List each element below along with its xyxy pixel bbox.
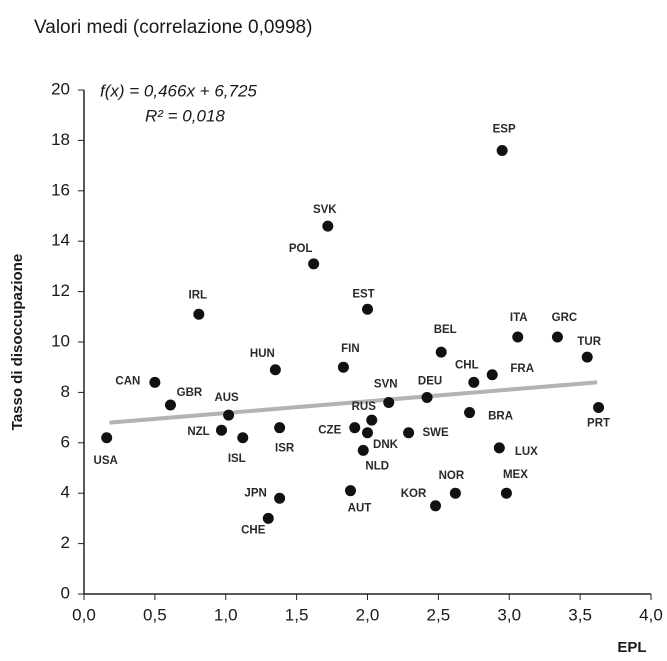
chart-title: Valori medi (correlazione 0,0998)	[34, 17, 312, 38]
y-tick-label: 10	[51, 331, 70, 350]
point	[362, 303, 373, 315]
point	[193, 308, 205, 320]
point	[421, 391, 433, 403]
point	[430, 500, 442, 512]
point-label: BEL	[434, 324, 457, 336]
point-label: AUS	[214, 392, 239, 404]
point-label: ISR	[275, 443, 295, 455]
point-label: TUR	[577, 336, 601, 348]
point-label: IRL	[189, 289, 208, 301]
point	[274, 492, 286, 504]
x-axis-label: EPL	[617, 639, 646, 656]
point	[274, 422, 286, 434]
point	[308, 258, 320, 270]
point-label: NZL	[187, 426, 209, 438]
point	[449, 487, 461, 499]
y-tick-label: 14	[51, 231, 70, 250]
y-tick-label: 6	[61, 432, 70, 451]
y-tick-label: 0	[61, 583, 70, 602]
point-label: DNK	[373, 439, 399, 451]
trend-line	[109, 380, 598, 425]
r-squared: R² = 0,018	[145, 106, 225, 125]
point	[237, 432, 249, 444]
point	[551, 331, 563, 343]
y-tick-label: 4	[61, 483, 70, 502]
point	[349, 422, 361, 434]
point-label: AUT	[348, 503, 372, 515]
point	[496, 144, 508, 156]
point	[512, 331, 524, 343]
point-label: NLD	[365, 460, 389, 472]
x-tick-label: 3,0	[497, 605, 521, 624]
point	[101, 432, 113, 444]
point	[383, 396, 395, 408]
y-tick-label: 2	[61, 533, 70, 552]
point	[269, 364, 281, 376]
point	[357, 444, 369, 456]
point	[366, 414, 378, 426]
x-tick-label: 4,0	[639, 605, 663, 624]
point-label: LUX	[515, 446, 538, 458]
point	[500, 487, 512, 499]
x-tick-label: 3,5	[568, 605, 592, 624]
point	[493, 442, 505, 454]
y-tick-label: 16	[51, 180, 70, 199]
point	[464, 407, 476, 419]
point-label: POL	[289, 243, 313, 255]
point	[344, 485, 356, 497]
y-tick-label: 20	[51, 79, 70, 98]
point	[164, 399, 176, 411]
point-label: HUN	[250, 348, 275, 360]
point-label: SVK	[313, 204, 337, 216]
point-label: KOR	[401, 488, 427, 500]
point	[435, 346, 447, 358]
point	[593, 402, 605, 414]
point-label: CZE	[318, 425, 341, 437]
point-label: USA	[94, 455, 118, 467]
point	[337, 361, 349, 373]
x-tick-label: 0,0	[72, 605, 96, 624]
x-tick-label: 1,0	[214, 605, 238, 624]
point-label: SVN	[374, 379, 398, 391]
point	[215, 424, 227, 436]
point-label: GRC	[552, 312, 578, 324]
point-label: SWE	[423, 427, 450, 439]
point-label: JPN	[244, 487, 266, 499]
point-label: ESP	[493, 124, 516, 136]
point-label: EST	[352, 288, 374, 300]
point-label: CHL	[455, 359, 479, 371]
point	[362, 427, 373, 439]
point-label: FRA	[510, 363, 534, 375]
point-label: DEU	[418, 375, 442, 387]
point-label: ISL	[228, 453, 246, 465]
point-label: NOR	[439, 470, 465, 482]
point	[486, 369, 498, 381]
x-tick-label: 0,5	[143, 605, 167, 624]
y-tick-label: 12	[51, 281, 70, 300]
point	[149, 376, 161, 388]
point-label: ITA	[510, 312, 528, 324]
equation: f(x) = 0,466x + 6,725	[100, 81, 257, 100]
x-tick-label: 1,5	[285, 605, 309, 624]
point	[403, 427, 415, 439]
point-label: GBR	[177, 387, 203, 399]
point	[223, 409, 235, 421]
y-axis-label: Tasso di disoccupazione	[9, 254, 26, 430]
y-tick-label: 18	[51, 130, 70, 149]
y-tick-label: 8	[61, 382, 70, 401]
point-label: CHE	[241, 524, 266, 536]
point	[322, 220, 334, 232]
point	[262, 512, 274, 524]
point	[581, 351, 593, 363]
point-label: FIN	[341, 343, 360, 355]
point	[468, 376, 480, 388]
x-tick-label: 2,0	[356, 605, 380, 624]
point-label: RUS	[352, 401, 377, 413]
x-tick-label: 2,5	[427, 605, 451, 624]
point-label: BRA	[488, 411, 513, 423]
point-label: MEX	[503, 469, 528, 481]
point-label: CAN	[115, 375, 140, 387]
point-label: PRT	[587, 418, 610, 430]
